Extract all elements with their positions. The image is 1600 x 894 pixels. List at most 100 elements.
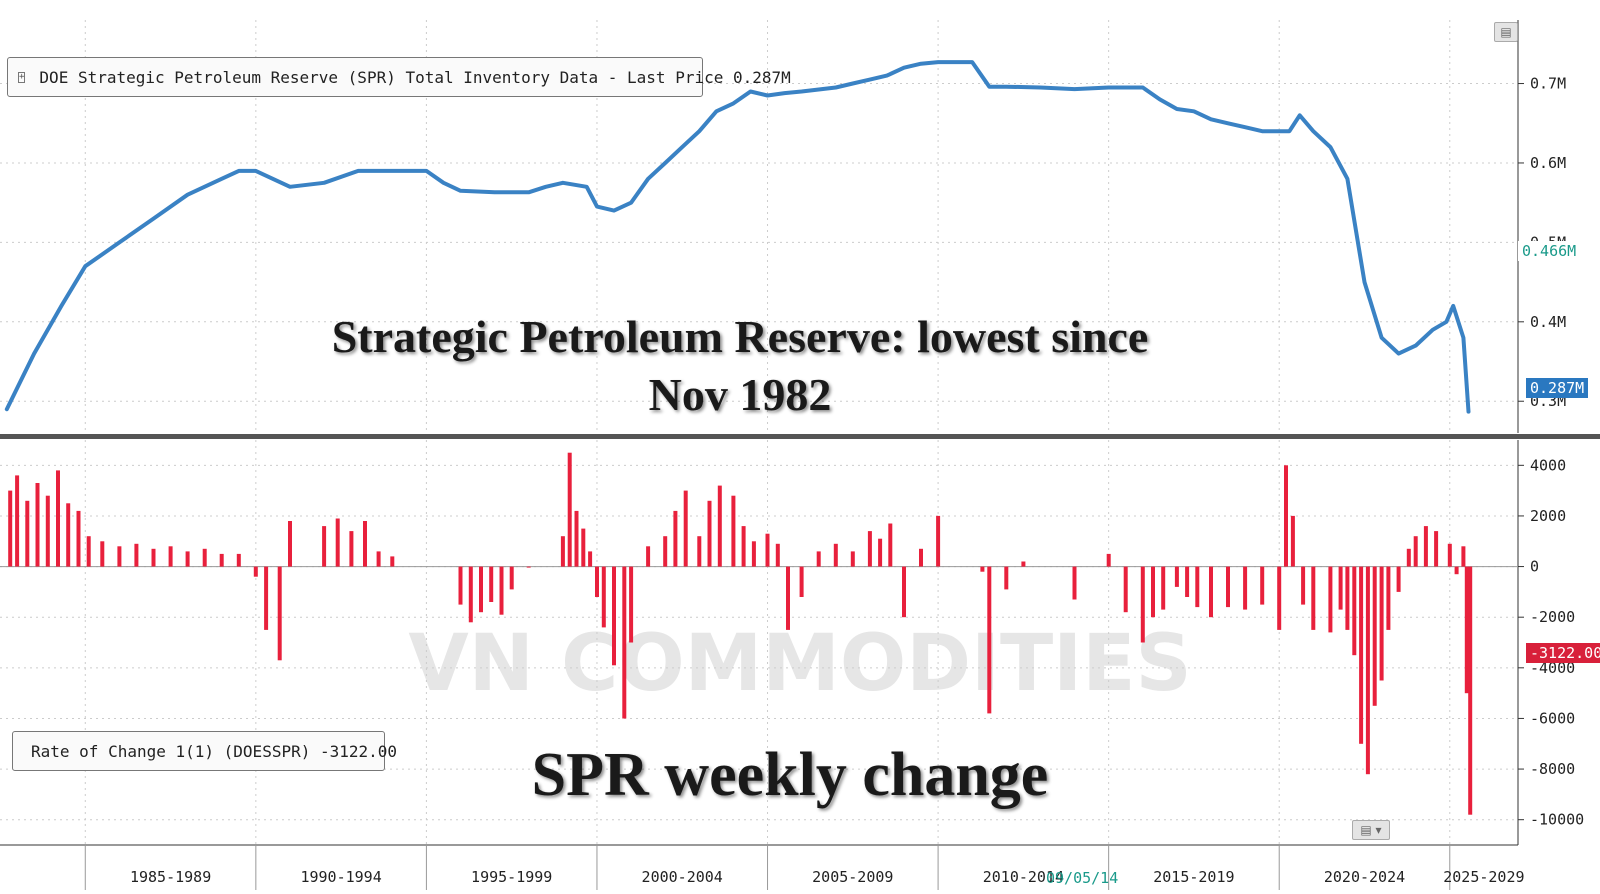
roc-bar [751, 541, 756, 567]
roc-bar [86, 536, 91, 567]
legend-inventory[interactable]: + DOE Strategic Petroleum Reserve (SPR) … [7, 57, 791, 97]
crosshair-date-label: 09/05/14 [1046, 869, 1119, 887]
watermark-text: VN COMMODITIES [408, 619, 1191, 709]
roc-bar [717, 485, 722, 567]
roc-bar [1072, 566, 1077, 600]
roc-bar [1352, 566, 1357, 656]
roc-bar [151, 548, 156, 567]
roc-bar [629, 566, 634, 643]
roc-bar [349, 531, 354, 567]
roc-bar [468, 566, 473, 623]
lower-y-tick-label: 0 [1530, 558, 1539, 576]
roc-bar [1406, 548, 1411, 567]
x-tick-label: 2020-2024 [1324, 868, 1405, 886]
mid-price-label: 0.466M [1518, 241, 1581, 261]
roc-bar [775, 543, 780, 567]
roc-bar [1021, 561, 1026, 567]
roc-bar [25, 500, 30, 567]
roc-bar [1359, 566, 1364, 744]
upper-y-tick-label: 0.6M [1530, 154, 1566, 172]
upper-chart-title: Strategic Petroleum Reserve: lowest sinc… [331, 311, 1149, 420]
roc-bar [219, 553, 224, 567]
roc-bar [253, 566, 258, 577]
roc-bar [588, 551, 593, 567]
roc-bar [919, 548, 923, 567]
roc-bar [202, 548, 207, 567]
last-price-badge: 0.287M [1526, 378, 1589, 398]
roc-bar [1328, 566, 1333, 633]
roc-bar [1396, 566, 1401, 592]
roc-bar [888, 523, 893, 567]
roc-bar [499, 566, 504, 615]
roc-bar [560, 536, 565, 567]
legend-rate-of-change[interactable]: Rate of Change 1(1) (DOESSPR) -3122.00 [12, 731, 397, 771]
lower-y-tick-label: 2000 [1530, 507, 1566, 525]
x-tick-label: 2015-2019 [1153, 868, 1234, 886]
roc-bar [8, 490, 13, 567]
roc-bar [786, 566, 790, 630]
upper-y-tick-label: 0.4M [1530, 313, 1566, 331]
roc-bar [816, 551, 821, 567]
roc-bar [707, 500, 712, 567]
roc-bar [799, 566, 804, 597]
roc-bar [1365, 566, 1370, 775]
roc-bar [335, 518, 340, 567]
x-tick-label: 2000-2004 [642, 868, 723, 886]
lower-y-tick-label: -6000 [1530, 709, 1575, 727]
roc-bar [489, 566, 494, 602]
roc-bar [936, 515, 941, 567]
roc-bar [833, 543, 838, 567]
roc-bar [117, 546, 122, 567]
expand-icon[interactable]: + [18, 71, 26, 83]
roc-bar [1260, 566, 1265, 605]
roc-bar [1379, 566, 1384, 681]
roc-bar [100, 541, 105, 567]
roc-bar [1464, 566, 1469, 694]
roc-bar [673, 510, 678, 567]
roc-bar [509, 566, 514, 590]
roc-bar [1423, 526, 1428, 567]
roc-bar [1185, 566, 1190, 597]
roc-bar [1151, 566, 1155, 618]
roc-bar [1161, 566, 1166, 610]
roc-bar [264, 566, 269, 630]
roc-bar [390, 556, 395, 567]
roc-bar [867, 531, 872, 567]
roc-bar [1301, 566, 1306, 605]
lower-y-tick-label: -8000 [1530, 760, 1575, 778]
roc-bar [1123, 566, 1128, 613]
roc-bar [363, 521, 367, 567]
x-tick-label: 1985-1989 [130, 868, 211, 886]
roc-bar [683, 490, 688, 567]
legend-inventory-label: DOE Strategic Petroleum Reserve (SPR) To… [39, 67, 791, 87]
roc-bar [1106, 553, 1111, 567]
roc-bar [1277, 566, 1282, 630]
roc-bar [646, 546, 651, 567]
roc-bar [526, 566, 531, 568]
roc-bar [134, 543, 139, 567]
panel-options-icon[interactable]: ▤ ▾ [1352, 820, 1390, 840]
x-tick-label: 1995-1999 [471, 868, 552, 886]
lower-y-tick-label: 4000 [1530, 456, 1566, 474]
panel-menu-icon[interactable]: ▤ [1494, 22, 1518, 42]
roc-bar [66, 503, 71, 567]
roc-bar [1209, 566, 1213, 618]
roc-bar [612, 566, 616, 666]
roc-bar [168, 546, 173, 567]
x-tick-label: 1990-1994 [300, 868, 381, 886]
roc-bar [1311, 566, 1316, 630]
roc-bar [1226, 566, 1230, 608]
roc-bar [1004, 566, 1009, 590]
roc-bar [878, 538, 883, 567]
roc-bar [1140, 566, 1145, 643]
roc-last-badge: -3122.00 [1526, 643, 1600, 663]
roc-bar [574, 510, 579, 567]
roc-bar [902, 566, 906, 618]
roc-bar [277, 566, 282, 661]
roc-bar [1447, 543, 1452, 567]
roc-bar [1284, 465, 1288, 567]
roc-bar [35, 483, 40, 567]
roc-bar [1461, 546, 1466, 567]
roc-bar [185, 551, 190, 567]
